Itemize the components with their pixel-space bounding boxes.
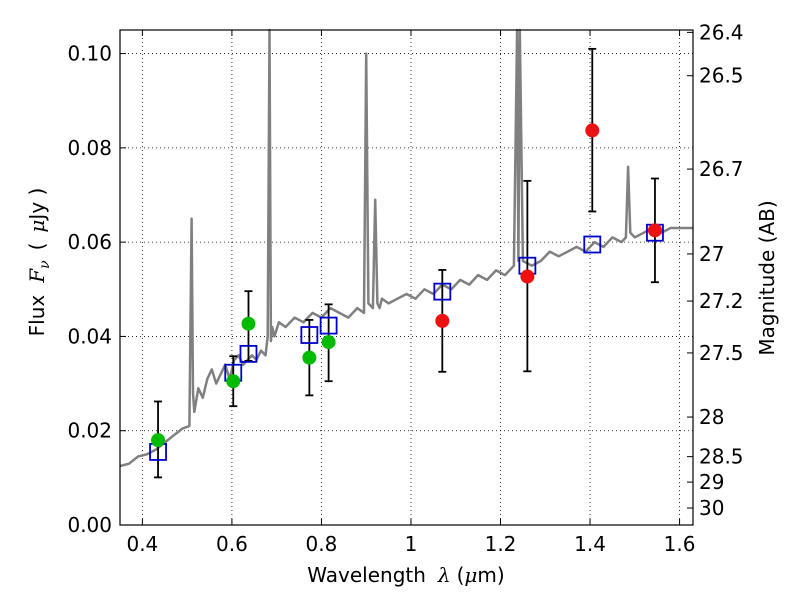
y-tick-label: 0.04 bbox=[67, 324, 112, 348]
x-tick-label: 1.4 bbox=[574, 532, 606, 556]
error-bars bbox=[154, 47, 659, 479]
x-axis-label: Wavelength λ (μm) bbox=[307, 563, 504, 587]
ticks: 0.4 0.6 0.8 1 1.2 1.4 1.6 0.00 0.02 0.04 0.06 0.08 0… bbox=[67, 20, 743, 556]
plot-frame bbox=[119, 29, 694, 526]
square-marker bbox=[300, 326, 319, 344]
circle-marker bbox=[520, 269, 535, 284]
x-tick-label: 1.6 bbox=[664, 532, 696, 556]
grid-lines bbox=[120, 30, 693, 526]
circle-marker bbox=[241, 316, 256, 331]
circle-marker bbox=[302, 350, 317, 365]
circle-marker bbox=[647, 223, 662, 238]
y2-tick-label: 28 bbox=[699, 405, 724, 429]
y-tick-label: 0.06 bbox=[67, 230, 112, 254]
y-tick-label: 0.00 bbox=[67, 513, 112, 537]
square-marker bbox=[583, 235, 602, 254]
x-tick-label: 1 bbox=[405, 532, 418, 556]
y2-tick-label: 26.5 bbox=[699, 64, 744, 88]
y2-tick-label: 29 bbox=[699, 470, 724, 494]
y2-tick-label: 27 bbox=[699, 242, 724, 266]
y-tick-label: 0.10 bbox=[67, 42, 112, 66]
x-tick-label: 0.8 bbox=[306, 532, 338, 556]
y2-tick-label: 26.4 bbox=[699, 20, 744, 44]
y-tick-label: 0.02 bbox=[67, 419, 112, 443]
circle-marker bbox=[321, 335, 336, 350]
square-marker bbox=[319, 316, 338, 335]
square-marker bbox=[433, 282, 452, 301]
markers bbox=[149, 123, 664, 461]
y2-tick-label: 27.2 bbox=[699, 289, 744, 313]
x-tick-label: 0.6 bbox=[216, 532, 248, 556]
spectrum-line bbox=[119, 28, 693, 468]
circle-marker bbox=[226, 374, 241, 389]
y2-tick-label: 30 bbox=[699, 496, 724, 520]
y2-tick-label: 27.5 bbox=[699, 341, 744, 365]
circle-marker bbox=[151, 433, 166, 448]
circle-marker bbox=[435, 313, 450, 328]
y-axis-label: FluxFν(μJy ) bbox=[25, 188, 53, 337]
x-tick-label: 0.4 bbox=[126, 532, 158, 556]
y2-tick-label: 28.5 bbox=[699, 445, 744, 469]
circle-marker bbox=[585, 123, 600, 138]
y2-tick-label: 26.7 bbox=[699, 157, 744, 181]
x-tick-label: 1.2 bbox=[485, 532, 517, 556]
y-tick-label: 0.08 bbox=[67, 136, 112, 160]
square-marker bbox=[239, 344, 258, 363]
y2-axis-label: Magnitude (AB) bbox=[755, 200, 779, 355]
spectrum-layer bbox=[119, 28, 693, 468]
